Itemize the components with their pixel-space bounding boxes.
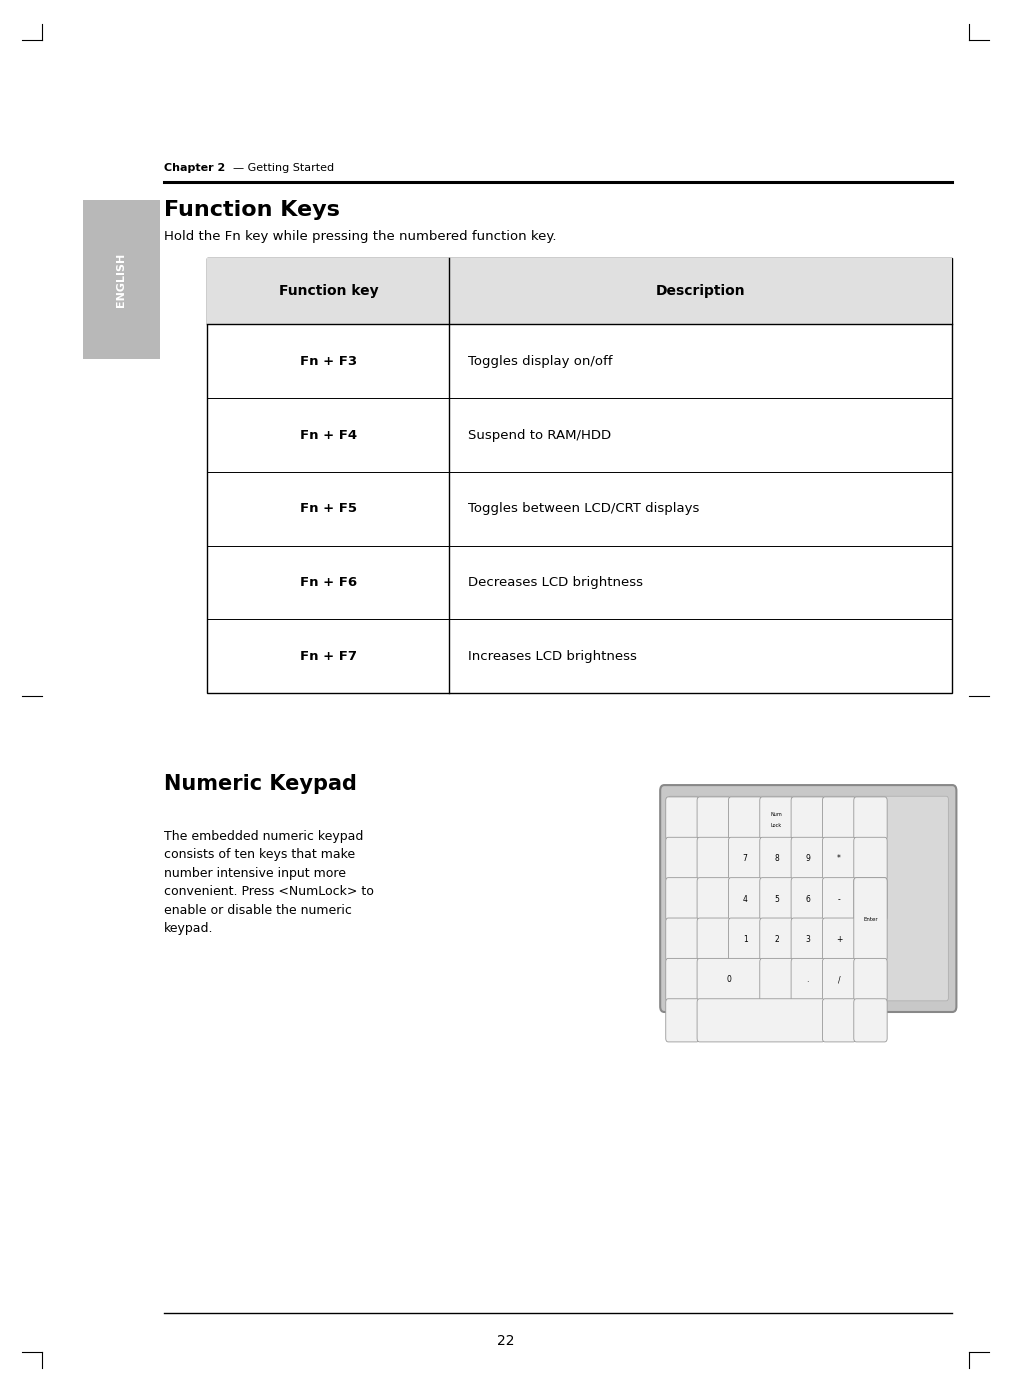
FancyBboxPatch shape <box>729 919 762 962</box>
Text: Fn + F7: Fn + F7 <box>300 650 357 663</box>
FancyBboxPatch shape <box>698 878 730 922</box>
Text: Description: Description <box>656 284 746 298</box>
FancyBboxPatch shape <box>823 798 856 841</box>
Text: Toggles between LCD/CRT displays: Toggles between LCD/CRT displays <box>468 503 699 515</box>
Text: Enter: Enter <box>863 917 878 922</box>
Text: /: / <box>838 976 840 984</box>
FancyBboxPatch shape <box>823 838 856 881</box>
Text: +: + <box>836 935 842 944</box>
Text: 2: 2 <box>774 935 778 944</box>
Text: 1: 1 <box>743 935 747 944</box>
Text: 4: 4 <box>743 895 747 903</box>
FancyBboxPatch shape <box>853 798 888 841</box>
Text: Numeric Keypad: Numeric Keypad <box>164 774 357 793</box>
Text: Fn + F3: Fn + F3 <box>300 355 357 367</box>
FancyBboxPatch shape <box>698 999 825 1043</box>
FancyBboxPatch shape <box>729 878 762 922</box>
Text: 3: 3 <box>806 935 810 944</box>
Text: Chapter 2: Chapter 2 <box>164 163 225 173</box>
FancyBboxPatch shape <box>729 838 762 881</box>
Text: 7: 7 <box>743 855 747 863</box>
FancyBboxPatch shape <box>792 838 825 881</box>
FancyBboxPatch shape <box>760 798 794 841</box>
FancyBboxPatch shape <box>760 959 794 1002</box>
Bar <box>83 200 160 359</box>
Text: ENGLISH: ENGLISH <box>116 253 126 306</box>
Text: 0: 0 <box>727 976 732 984</box>
Text: Function key: Function key <box>278 284 378 298</box>
FancyBboxPatch shape <box>729 798 762 841</box>
Text: 8: 8 <box>774 855 778 863</box>
FancyBboxPatch shape <box>668 796 948 1001</box>
FancyBboxPatch shape <box>760 838 794 881</box>
FancyBboxPatch shape <box>665 919 700 962</box>
FancyBboxPatch shape <box>665 959 700 1002</box>
Text: Function Keys: Function Keys <box>164 200 340 220</box>
Bar <box>207 258 952 693</box>
Text: Fn + F5: Fn + F5 <box>300 503 357 515</box>
FancyBboxPatch shape <box>853 878 888 962</box>
FancyBboxPatch shape <box>853 878 888 922</box>
Bar <box>207 258 952 324</box>
FancyBboxPatch shape <box>823 999 856 1043</box>
FancyBboxPatch shape <box>792 959 825 1002</box>
FancyBboxPatch shape <box>660 785 956 1012</box>
FancyBboxPatch shape <box>698 919 730 962</box>
FancyBboxPatch shape <box>792 919 825 962</box>
FancyBboxPatch shape <box>698 959 762 1002</box>
FancyBboxPatch shape <box>823 878 856 922</box>
FancyBboxPatch shape <box>853 999 888 1043</box>
Text: Suspend to RAM/HDD: Suspend to RAM/HDD <box>468 429 611 441</box>
FancyBboxPatch shape <box>760 878 794 922</box>
FancyBboxPatch shape <box>792 798 825 841</box>
FancyBboxPatch shape <box>853 959 888 1002</box>
Text: Toggles display on/off: Toggles display on/off <box>468 355 612 367</box>
FancyBboxPatch shape <box>698 798 730 841</box>
Text: *: * <box>837 855 841 863</box>
FancyBboxPatch shape <box>698 838 730 881</box>
Text: 22: 22 <box>496 1334 515 1347</box>
Text: -: - <box>838 895 840 903</box>
Text: Fn + F4: Fn + F4 <box>300 429 357 441</box>
FancyBboxPatch shape <box>853 838 888 881</box>
Text: The embedded numeric keypad
consists of ten keys that make
number intensive inpu: The embedded numeric keypad consists of … <box>164 830 374 935</box>
FancyBboxPatch shape <box>665 999 700 1043</box>
FancyBboxPatch shape <box>665 838 700 881</box>
Text: .: . <box>807 976 809 984</box>
Text: 6: 6 <box>806 895 810 903</box>
FancyBboxPatch shape <box>792 878 825 922</box>
Text: Hold the Fn key while pressing the numbered function key.: Hold the Fn key while pressing the numbe… <box>164 230 556 242</box>
Text: Lock: Lock <box>770 823 783 828</box>
Text: 5: 5 <box>774 895 778 903</box>
FancyBboxPatch shape <box>823 919 856 962</box>
Text: Decreases LCD brightness: Decreases LCD brightness <box>468 576 643 589</box>
Text: Increases LCD brightness: Increases LCD brightness <box>468 650 637 663</box>
Text: Fn + F6: Fn + F6 <box>300 576 357 589</box>
FancyBboxPatch shape <box>823 959 856 1002</box>
FancyBboxPatch shape <box>760 919 794 962</box>
FancyBboxPatch shape <box>665 798 700 841</box>
FancyBboxPatch shape <box>665 878 700 922</box>
Text: Num: Num <box>770 812 783 817</box>
Text: — Getting Started: — Getting Started <box>233 163 334 173</box>
Text: 9: 9 <box>806 855 810 863</box>
